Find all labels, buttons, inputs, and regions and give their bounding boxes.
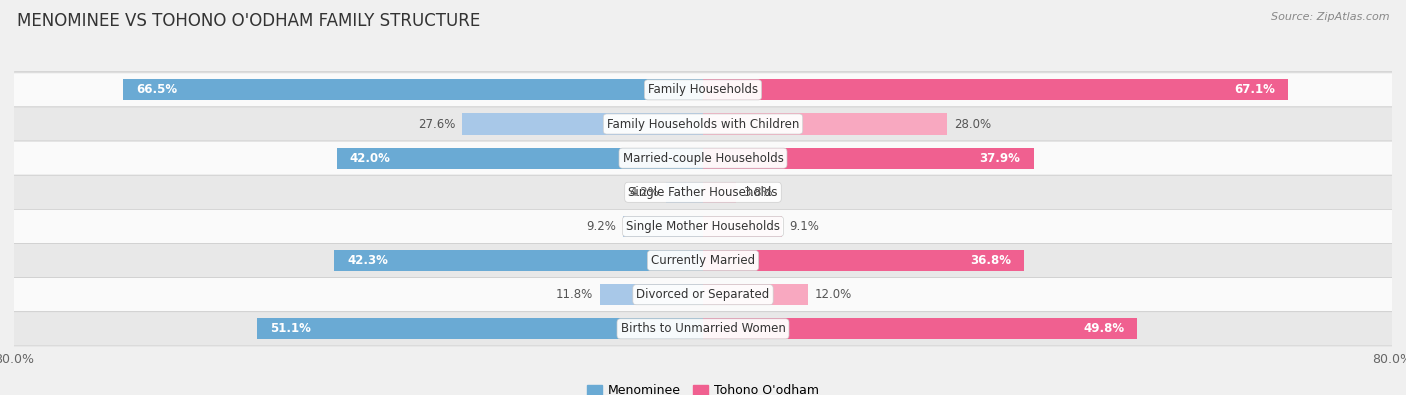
FancyBboxPatch shape (10, 107, 1396, 141)
Text: 37.9%: 37.9% (980, 152, 1021, 165)
Text: 51.1%: 51.1% (270, 322, 311, 335)
Bar (623, 216, 703, 237)
Text: 9.2%: 9.2% (586, 220, 616, 233)
FancyBboxPatch shape (10, 175, 1396, 209)
Text: 28.0%: 28.0% (955, 117, 991, 130)
Text: Married-couple Households: Married-couple Households (623, 152, 783, 165)
Text: Family Households: Family Households (648, 83, 758, 96)
Bar (600, 284, 703, 305)
Text: 3.8%: 3.8% (744, 186, 773, 199)
Text: 42.0%: 42.0% (350, 152, 391, 165)
Bar (666, 182, 703, 203)
Legend: Menominee, Tohono O'odham: Menominee, Tohono O'odham (582, 379, 824, 395)
Text: 67.1%: 67.1% (1234, 83, 1275, 96)
Bar (703, 148, 1033, 169)
Text: 27.6%: 27.6% (418, 117, 456, 130)
Text: 9.1%: 9.1% (789, 220, 820, 233)
Text: 12.0%: 12.0% (814, 288, 852, 301)
Text: 36.8%: 36.8% (970, 254, 1011, 267)
Bar (703, 284, 807, 305)
Bar (463, 113, 703, 135)
Text: Divorced or Separated: Divorced or Separated (637, 288, 769, 301)
Bar (703, 182, 737, 203)
Text: 11.8%: 11.8% (555, 288, 593, 301)
Text: Source: ZipAtlas.com: Source: ZipAtlas.com (1271, 12, 1389, 22)
Text: MENOMINEE VS TOHONO O'ODHAM FAMILY STRUCTURE: MENOMINEE VS TOHONO O'ODHAM FAMILY STRUC… (17, 12, 479, 30)
Text: 66.5%: 66.5% (136, 83, 177, 96)
FancyBboxPatch shape (10, 141, 1396, 175)
Text: 42.3%: 42.3% (347, 254, 388, 267)
Text: 4.2%: 4.2% (630, 186, 659, 199)
Bar (336, 148, 703, 169)
FancyBboxPatch shape (10, 73, 1396, 107)
Bar (703, 79, 1288, 100)
Bar (257, 318, 703, 339)
Bar (703, 250, 1024, 271)
Text: Births to Unmarried Women: Births to Unmarried Women (620, 322, 786, 335)
Bar (335, 250, 703, 271)
Text: Single Mother Households: Single Mother Households (626, 220, 780, 233)
FancyBboxPatch shape (10, 209, 1396, 243)
Text: Single Father Households: Single Father Households (628, 186, 778, 199)
Text: Family Households with Children: Family Households with Children (607, 117, 799, 130)
FancyBboxPatch shape (10, 312, 1396, 346)
FancyBboxPatch shape (10, 243, 1396, 278)
Bar (124, 79, 703, 100)
Bar (703, 113, 948, 135)
Bar (703, 216, 782, 237)
FancyBboxPatch shape (10, 278, 1396, 312)
Text: 49.8%: 49.8% (1083, 322, 1125, 335)
Bar (703, 318, 1137, 339)
Text: Currently Married: Currently Married (651, 254, 755, 267)
